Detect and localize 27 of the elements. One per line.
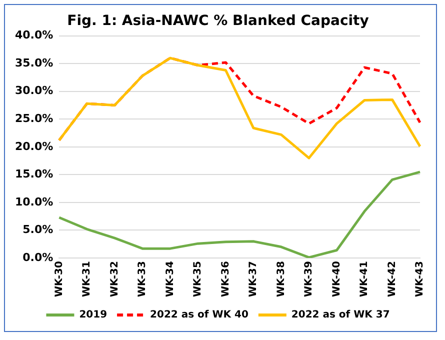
y-tick-label: 0.0% — [22, 250, 54, 264]
x-tick-label: WK-41 — [359, 260, 370, 298]
y-tick-label: 20.0% — [14, 140, 54, 153]
x-tick-label: WK-35 — [192, 260, 204, 298]
x-tick-label: WK-38 — [276, 260, 287, 298]
chart-title: Fig. 1: Asia-NAWC % Blanked Capacity — [67, 13, 369, 30]
y-tick-label: 40.0% — [14, 28, 54, 42]
y-tick-label: 10.0% — [14, 195, 54, 208]
y-tick-label: 5.0% — [22, 223, 54, 236]
legend-label: 2019 — [79, 310, 108, 321]
y-tick-label: 30.0% — [14, 84, 54, 98]
legend-label: 2022 as of WK 37 — [291, 310, 390, 321]
x-tick-label: WK-39 — [304, 260, 315, 298]
x-tick-label: WK-36 — [220, 260, 232, 298]
x-tick-label: WK-34 — [164, 260, 176, 298]
x-tick-label: WK-43 — [414, 260, 426, 298]
x-tick-label: WK-33 — [137, 260, 148, 298]
y-tick-label: 15.0% — [14, 168, 54, 181]
x-tick-label: WK-42 — [386, 260, 398, 298]
legend-label: 2022 as of WK 40 — [150, 310, 248, 321]
x-tick-label: WK-30 — [54, 260, 65, 298]
x-tick-label: WK-40 — [331, 260, 342, 298]
x-tick-label: WK-31 — [82, 260, 93, 298]
x-tick-label: WK-32 — [109, 260, 120, 298]
x-tick-label: WK-37 — [248, 260, 260, 298]
y-tick-label: 25.0% — [14, 112, 54, 125]
y-tick-label: 35.0% — [14, 56, 54, 70]
